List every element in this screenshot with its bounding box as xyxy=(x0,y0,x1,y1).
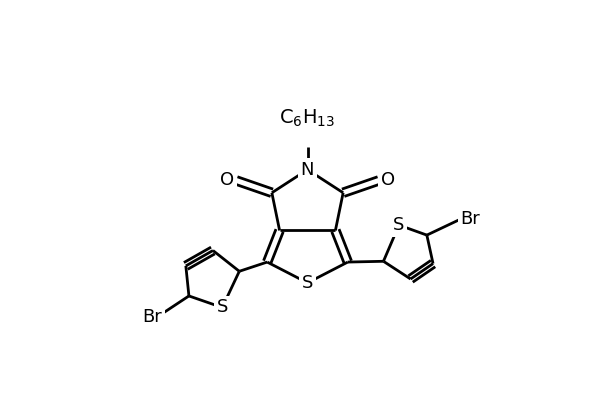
Text: Br: Br xyxy=(143,308,163,326)
Text: N: N xyxy=(301,161,314,179)
Text: Br: Br xyxy=(460,210,480,228)
Text: S: S xyxy=(393,216,404,234)
Text: S: S xyxy=(302,274,313,292)
Text: O: O xyxy=(381,172,395,190)
Text: C$_6$H$_{13}$: C$_6$H$_{13}$ xyxy=(280,108,335,130)
Text: S: S xyxy=(217,298,228,316)
Text: O: O xyxy=(220,172,234,190)
